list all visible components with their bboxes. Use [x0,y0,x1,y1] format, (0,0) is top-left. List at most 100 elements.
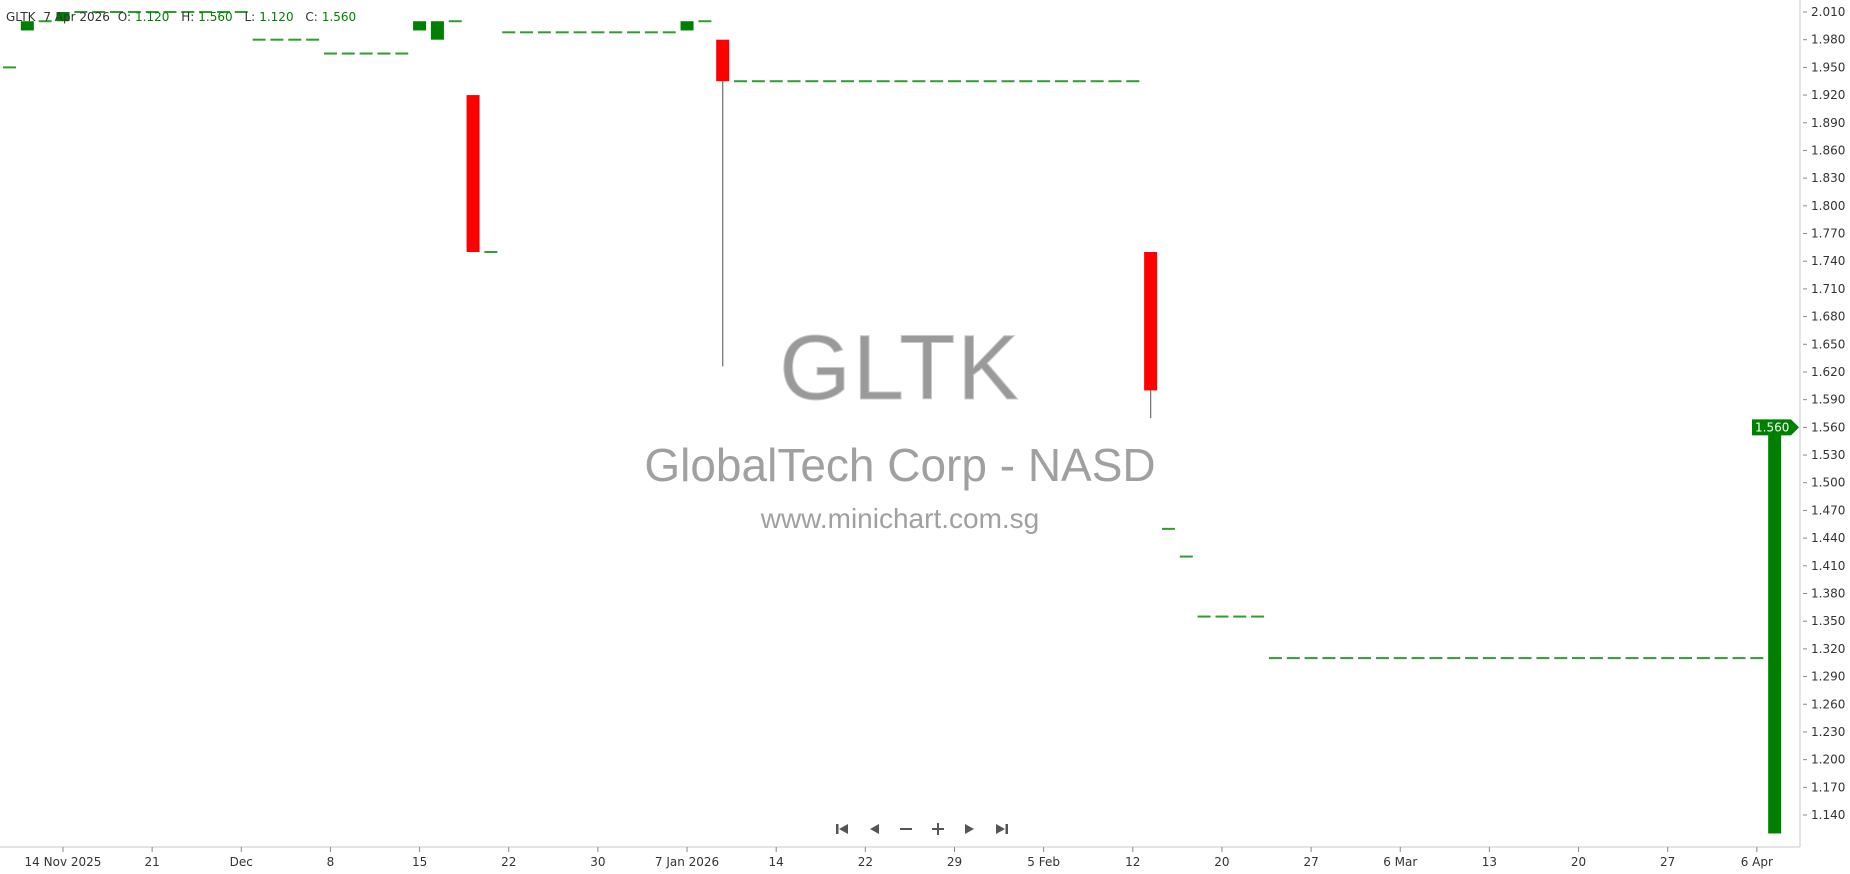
candle [983,80,997,83]
candle [306,38,320,41]
candle-flat-dash [1054,80,1068,83]
first-icon[interactable] [832,819,851,839]
candle [1054,80,1068,83]
candle [1304,657,1318,660]
candle-flat-dash [323,52,337,55]
candle [1447,657,1461,660]
candle [395,52,409,55]
minus-icon[interactable] [896,819,915,839]
y-tick-label: 1.350 [1811,614,1845,628]
candle [1019,80,1033,83]
candle-flat-dash [199,11,213,13]
y-tick-label: 1.140 [1811,808,1845,822]
high-label: H: [181,10,195,24]
candle [502,31,516,34]
x-tick-label: 21 [144,855,159,869]
close-value: 1.560 [321,10,357,24]
candle-flat-dash [1322,657,1336,660]
y-tick-label: 1.290 [1811,670,1845,684]
candle-flat-dash [1429,657,1443,660]
candle [751,80,765,83]
next-icon[interactable] [960,819,979,839]
candle-flat-dash [377,52,391,55]
last-price-flag [1752,419,1799,436]
candle-flat-dash [537,31,551,34]
y-tick-label: 1.470 [1811,503,1845,517]
candle [1251,615,1265,618]
low-label: L: [244,10,256,24]
x-tick-label: 22 [858,855,873,869]
candle [1340,657,1354,660]
candle [3,66,16,69]
candle [1126,80,1140,83]
x-tick-label: 27 [1303,855,1318,869]
candle-flat-dash [359,52,373,55]
candle-flat-dash [1233,615,1247,618]
y-tick-label: 1.710 [1811,282,1845,296]
candle [1607,657,1621,660]
y-tick-label: 1.890 [1811,116,1845,130]
candle-flat-dash [395,52,409,55]
chart-navigation [832,819,1011,839]
candle-flat-dash [1661,657,1675,660]
candle [1268,657,1282,660]
candle-flat-dash [520,31,534,34]
candle-flat-dash [484,250,498,253]
candle-flat-dash [1375,657,1389,660]
date-label: 7 Apr 2026 [43,10,110,24]
candle-flat-dash [1447,657,1461,660]
candle [930,80,944,83]
candle [912,80,926,83]
candle [1233,615,1247,618]
y-tick-label: 1.500 [1811,476,1845,490]
candle-flat-dash [234,11,248,13]
candle [1482,657,1496,660]
candle [876,80,890,83]
candle [92,11,106,13]
candle [1750,657,1764,660]
candle-flat-dash [92,11,106,13]
candle [1589,657,1603,660]
candle-flat-dash [1197,615,1211,618]
candle-flat-dash [769,80,783,83]
candle-body [1768,427,1782,834]
candle [965,80,979,83]
candle [109,11,123,13]
candle [56,12,70,22]
x-tick-label: 6 Apr [1741,855,1773,869]
candle [1375,657,1389,660]
candle [216,11,230,13]
candle-flat-dash [1732,657,1746,660]
candle [448,20,462,23]
candle-flat-dash [894,80,908,83]
x-tick-label: 12 [1125,855,1140,869]
candle [1625,657,1639,660]
candle-flat-dash [858,80,872,83]
candle-body [466,95,480,252]
y-tick-label: 1.800 [1811,199,1845,213]
y-tick-label: 1.920 [1811,88,1845,102]
x-tick-label: 14 [769,855,784,869]
y-tick-label: 1.410 [1811,559,1845,573]
candle-flat-dash [1179,555,1193,558]
candle-flat-dash [1465,657,1479,660]
candle [1429,657,1443,660]
candle-flat-dash [734,80,748,83]
candle-flat-dash [1411,657,1425,660]
candle-flat-dash [306,38,320,41]
y-tick-label: 1.530 [1811,448,1845,462]
y-tick-label: 1.230 [1811,725,1845,739]
ohlc-header: GLTK 7 Apr 2026 O: 1.120 H: 1.560 L: 1.120 … [6,10,364,24]
candle [1554,657,1568,660]
y-tick-label: 1.950 [1811,60,1845,74]
prev-icon[interactable] [864,819,883,839]
candle-flat-dash [1072,80,1086,83]
candle [537,31,551,34]
plus-icon[interactable] [928,819,947,839]
candle [1001,80,1015,83]
candle-flat-dash [662,31,676,34]
y-tick-label: 1.260 [1811,697,1845,711]
last-icon[interactable] [992,819,1011,839]
candle-flat-dash [1679,657,1693,660]
